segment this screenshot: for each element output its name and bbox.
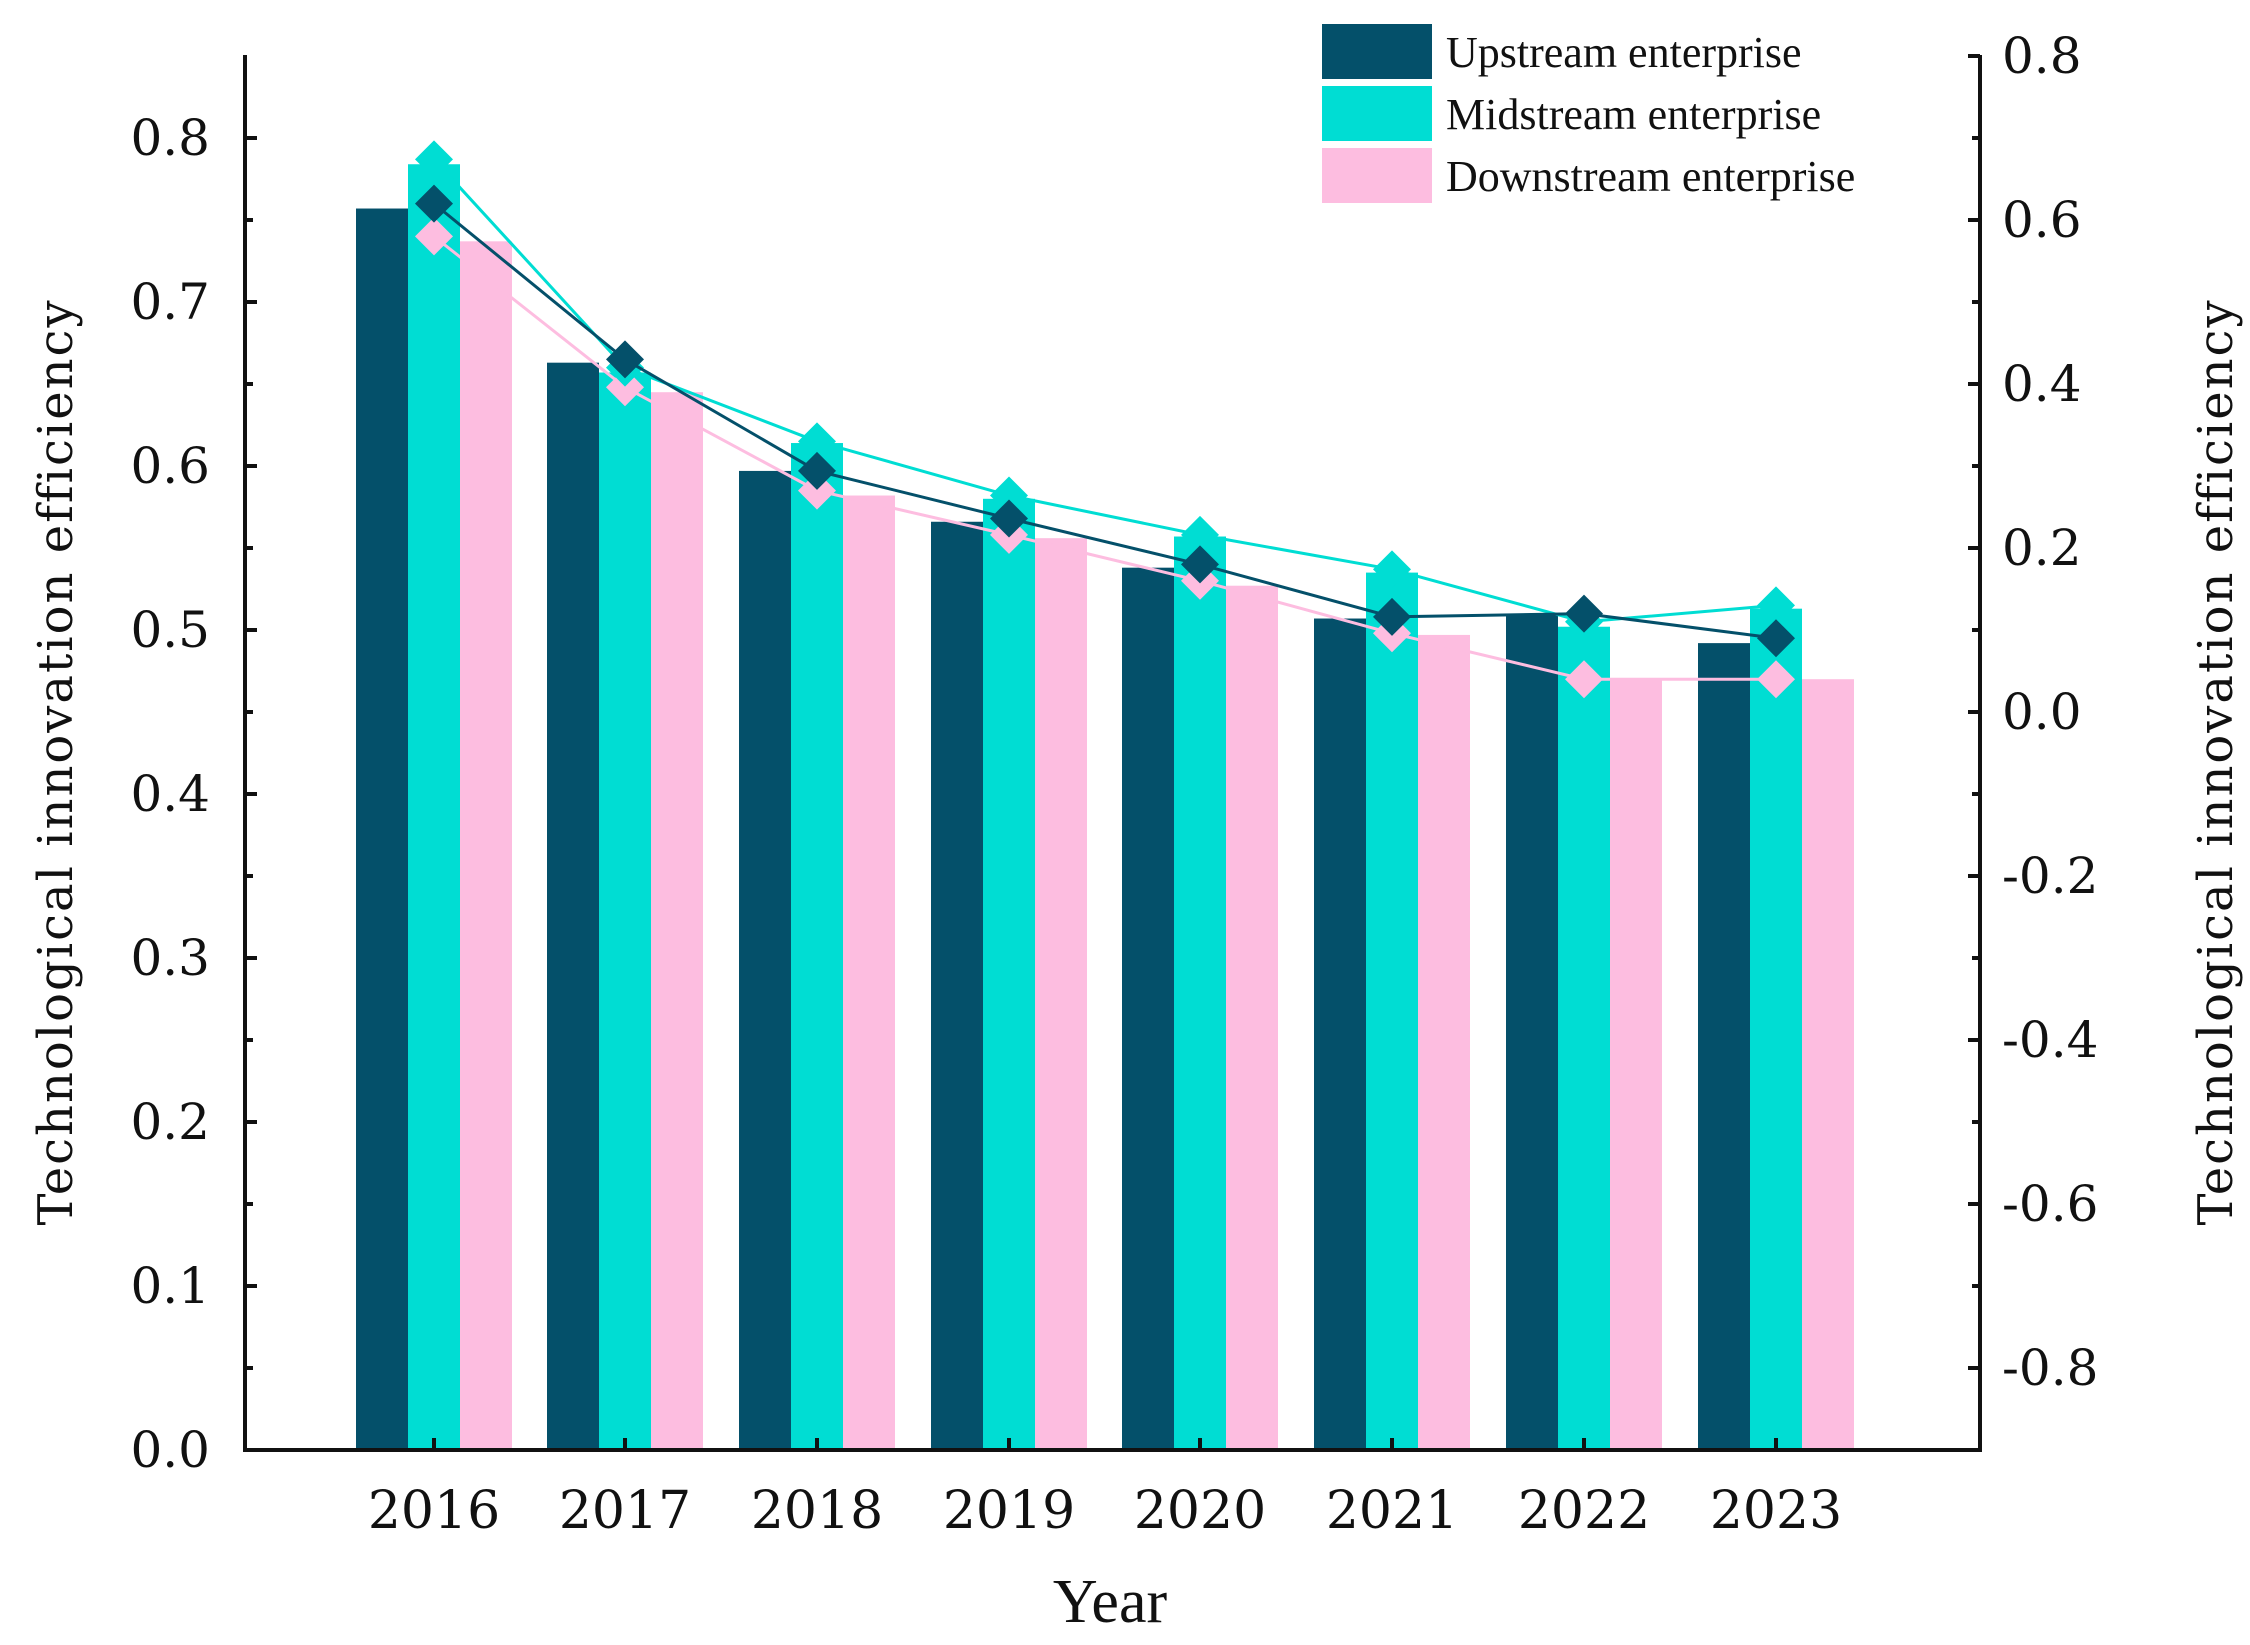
x-tick-label: 2020 (1134, 1481, 1266, 1541)
x-tick-label: 2017 (559, 1481, 691, 1541)
line-marker (1373, 550, 1411, 589)
line-marker (1565, 660, 1603, 699)
right-tick-label: 0.0 (2002, 683, 2082, 741)
bar (983, 498, 1035, 1450)
bar (1506, 615, 1558, 1450)
right-tick-label: -0.8 (2002, 1339, 2098, 1397)
left-tick-label: 0.6 (130, 437, 210, 495)
lines-layer (415, 140, 1795, 699)
bar (1226, 585, 1278, 1450)
x-tick-label: 2021 (1326, 1481, 1458, 1541)
legend-swatch-downstream (1322, 148, 1432, 203)
x-tick-label: 2023 (1710, 1481, 1842, 1541)
bar (1802, 679, 1854, 1450)
line-marker (1181, 545, 1219, 584)
series-line (433, 235, 1776, 681)
line-marker (415, 184, 453, 223)
line-marker (990, 476, 1028, 515)
bar (739, 470, 791, 1450)
left-y-axis-title: Technological innovation efficiency (28, 298, 84, 1225)
line-marker (606, 340, 644, 379)
line-marker (1757, 586, 1795, 625)
bar (791, 443, 843, 1450)
legend-label-downstream: Downstream enterprise (1446, 152, 1855, 201)
bar (1750, 608, 1802, 1450)
bar (1698, 643, 1750, 1450)
right-y-axis-title: Technological innovation efficiency (2188, 298, 2244, 1225)
legend-swatch-upstream (1322, 24, 1432, 79)
bars-layer (356, 164, 1854, 1451)
bar (1122, 567, 1174, 1450)
bar (1418, 634, 1470, 1450)
legend-swatch-midstream (1322, 86, 1432, 141)
right-tick-label: -0.2 (2002, 847, 2098, 905)
legend-label-upstream: Upstream enterprise (1446, 28, 1802, 77)
legend-label-midstream: Midstream enterprise (1446, 90, 1821, 139)
axes-layer (243, 55, 1982, 1452)
right-tick-label: 0.8 (2002, 27, 2082, 85)
line-marker (798, 451, 836, 490)
right-tick-label: 0.6 (2002, 191, 2082, 249)
line-marker (1181, 515, 1219, 554)
bar (1610, 679, 1662, 1450)
line-marker (990, 499, 1028, 538)
line-marker (798, 422, 836, 461)
line-marker (798, 471, 836, 510)
bar (356, 208, 408, 1450)
left-tick-label: 0.7 (130, 273, 210, 331)
ticks-layer: 0.0 0.1 0.2 0.3 0.4 0.5 0.6 0.7 0.8 -0.8 -0.6 -0.4 -… (130, 27, 2098, 1541)
bar (1314, 618, 1366, 1450)
left-tick-label: 0.8 (130, 109, 210, 167)
bar (931, 521, 983, 1450)
line-marker (1373, 597, 1411, 636)
bar (460, 241, 512, 1450)
left-tick-label: 0.5 (130, 601, 210, 659)
line-marker (1565, 594, 1603, 633)
bar (1035, 538, 1087, 1450)
line-marker (1757, 619, 1795, 658)
series-line (433, 202, 1777, 640)
legend: Upstream enterprise Midstream enterprise… (1322, 24, 1855, 203)
right-tick-label: -0.4 (2002, 1011, 2098, 1069)
bar (1558, 626, 1610, 1450)
x-tick-label: 2018 (751, 1481, 883, 1541)
x-tick-label: 2022 (1518, 1481, 1650, 1541)
right-tick-label: 0.4 (2002, 355, 2082, 413)
bar (843, 495, 895, 1450)
x-tick-label: 2016 (368, 1481, 500, 1541)
bar (1366, 572, 1418, 1450)
left-tick-label: 0.3 (130, 929, 210, 987)
right-tick-label: -0.6 (2002, 1175, 2098, 1233)
left-tick-label: 0.4 (130, 765, 210, 823)
bar (651, 392, 703, 1451)
bar (599, 372, 651, 1450)
x-axis-title: Year (1053, 1568, 1168, 1636)
line-marker (415, 140, 453, 179)
left-tick-label: 0.1 (130, 1257, 210, 1315)
line-marker (415, 217, 453, 256)
bar (408, 164, 460, 1451)
left-tick-label: 0.2 (130, 1093, 210, 1151)
line-marker (606, 368, 644, 407)
left-tick-label: 0.0 (130, 1421, 210, 1479)
line-marker (1757, 660, 1795, 699)
bar (1174, 536, 1226, 1450)
right-tick-label: 0.2 (2002, 519, 2082, 577)
x-tick-label: 2019 (943, 1481, 1075, 1541)
bar (547, 362, 599, 1451)
